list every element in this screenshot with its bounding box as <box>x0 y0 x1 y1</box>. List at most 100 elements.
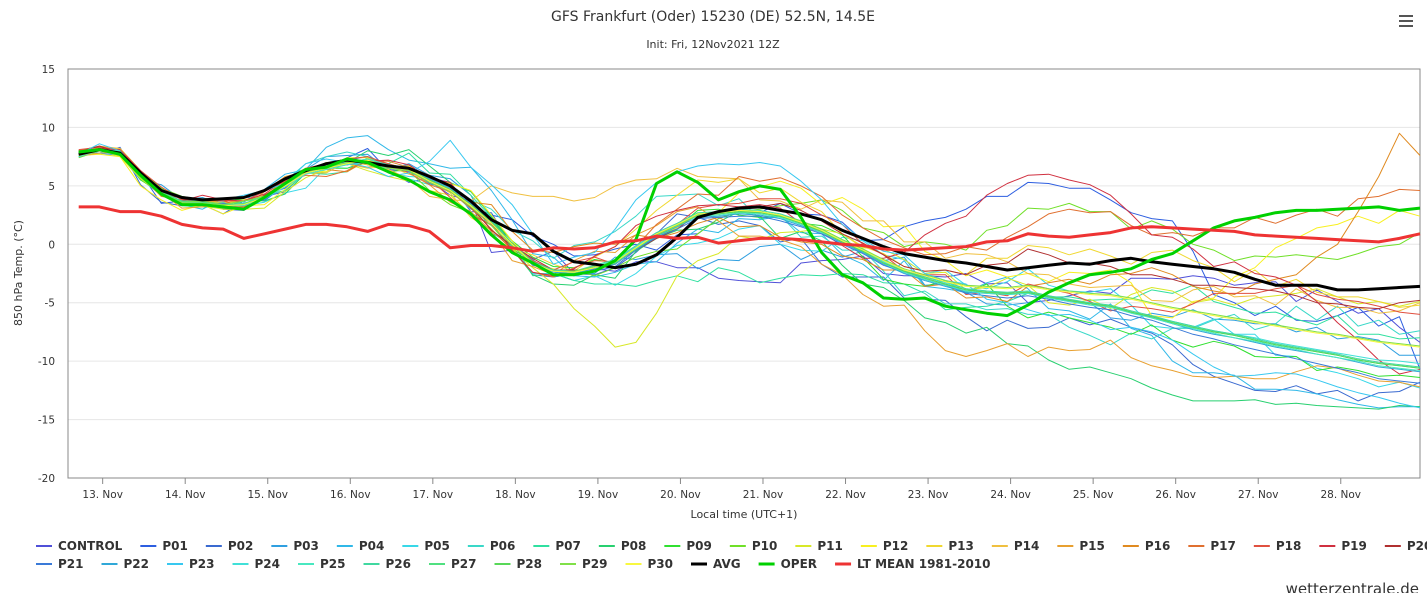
x-axis: 13. Nov 14. Nov 15. Nov 16. Nov 17. Nov 18. N… <box>82 478 1361 501</box>
legend-item[interactable]: LT MEAN 1981-2010 <box>835 557 991 571</box>
x-tick-label: 22. Nov <box>825 489 866 501</box>
y-tick-label: 0 <box>48 239 55 251</box>
chart-title: GFS Frankfurt (Oder) 15230 (DE) 52.5N, 1… <box>551 9 875 25</box>
x-tick-label: 21. Nov <box>743 489 784 501</box>
legend-item[interactable]: P20 <box>1384 539 1427 553</box>
legend-label: P26 <box>386 557 412 571</box>
legend-item[interactable]: P27 <box>429 557 477 571</box>
legend-label: P05 <box>424 539 450 553</box>
legend-label: P21 <box>58 557 84 571</box>
chart-subtitle: Init: Fri, 12Nov2021 12Z <box>646 38 780 51</box>
legend-item[interactable]: P08 <box>598 539 647 553</box>
legend-label: P15 <box>1079 539 1105 553</box>
legend-label: P07 <box>555 539 581 553</box>
legend-item[interactable]: P24 <box>232 557 281 571</box>
credit: wetterzentrale.de <box>1286 580 1419 593</box>
legend: CONTROL P01 P02 P03 P04 P05 P06 P07 P08 P09 P10 P11… <box>36 539 1427 571</box>
legend-label: P30 <box>648 557 674 571</box>
legend-label: AVG <box>713 557 741 571</box>
legend-item[interactable]: P11 <box>795 539 843 553</box>
legend-item[interactable]: P01 <box>140 539 188 553</box>
legend-item[interactable]: P21 <box>36 557 84 571</box>
legend-item[interactable]: P28 <box>494 557 543 571</box>
legend-item[interactable]: P17 <box>1188 539 1236 553</box>
x-tick-label: 14. Nov <box>165 489 206 501</box>
legend-label: P22 <box>124 557 150 571</box>
legend-label: P02 <box>228 539 254 553</box>
series-line-lt-mean-1981-2010 <box>78 205 1421 253</box>
grid <box>68 68 1420 479</box>
series-line-p17 <box>78 145 1421 278</box>
legend-item[interactable]: P23 <box>167 557 215 571</box>
legend-item[interactable]: AVG <box>691 557 741 571</box>
legend-item[interactable]: P18 <box>1253 539 1302 553</box>
legend-label: P03 <box>293 539 319 553</box>
legend-item[interactable]: P04 <box>336 539 385 553</box>
legend-label: P08 <box>621 539 647 553</box>
legend-item[interactable]: P09 <box>664 539 712 553</box>
legend-item[interactable]: P15 <box>1057 539 1105 553</box>
legend-label: P24 <box>255 557 281 571</box>
y-tick-label: -5 <box>45 298 55 310</box>
legend-item[interactable]: P16 <box>1122 539 1171 553</box>
legend-item[interactable]: P26 <box>363 557 412 571</box>
x-tick-label: 20. Nov <box>660 489 701 501</box>
legend-item[interactable]: P30 <box>625 557 674 571</box>
x-tick-label: 23. Nov <box>908 489 949 501</box>
legend-label: P27 <box>451 557 477 571</box>
series-line-p30 <box>78 150 1421 348</box>
y-tick-label: -10 <box>38 356 55 368</box>
legend-item[interactable]: P14 <box>991 539 1040 553</box>
legend-item[interactable]: P06 <box>467 539 516 553</box>
legend-label: P19 <box>1341 539 1367 553</box>
series-lines <box>78 132 1421 410</box>
legend-item[interactable]: P22 <box>101 557 150 571</box>
menu-icon[interactable] <box>1397 12 1415 30</box>
legend-label: P01 <box>162 539 188 553</box>
legend-item[interactable]: P07 <box>533 539 581 553</box>
legend-item[interactable]: P03 <box>271 539 319 553</box>
legend-item[interactable]: P13 <box>926 539 974 553</box>
legend-label: P11 <box>817 539 843 553</box>
legend-label: P16 <box>1145 539 1171 553</box>
legend-item[interactable]: CONTROL <box>36 539 123 553</box>
series-line-avg <box>78 148 1421 292</box>
series-line-oper <box>78 148 1421 318</box>
x-tick-label: 18. Nov <box>495 489 536 501</box>
legend-label: P09 <box>686 539 712 553</box>
y-tick-label: -20 <box>38 473 55 485</box>
series-line-p05 <box>78 148 1421 389</box>
series-line-control <box>78 150 1421 343</box>
legend-label: P25 <box>320 557 346 571</box>
x-tick-label: 13. Nov <box>82 489 123 501</box>
x-tick-label: 19. Nov <box>578 489 619 501</box>
x-tick-label: 27. Nov <box>1238 489 1279 501</box>
legend-label: OPER <box>781 557 817 571</box>
x-axis-label: Local time (UTC+1) <box>691 508 798 521</box>
legend-label: P17 <box>1210 539 1236 553</box>
legend-item[interactable]: P12 <box>860 539 909 553</box>
legend-label: P29 <box>582 557 608 571</box>
legend-label: P23 <box>189 557 215 571</box>
legend-label: CONTROL <box>58 539 123 553</box>
legend-label: P20 <box>1407 539 1427 553</box>
y-axis: 15 10 5 0 -5 -10 -15 -20 <box>38 64 55 485</box>
legend-item[interactable]: P19 <box>1319 539 1367 553</box>
x-tick-label: 25. Nov <box>1073 489 1114 501</box>
x-tick-label: 24. Nov <box>990 489 1031 501</box>
legend-item[interactable]: P29 <box>560 557 608 571</box>
x-tick-label: 28. Nov <box>1320 489 1361 501</box>
y-axis-label: 850 hPa Temp. (°C) <box>12 220 25 326</box>
legend-label: P12 <box>883 539 909 553</box>
legend-item[interactable]: P25 <box>298 557 346 571</box>
y-tick-label: 5 <box>48 181 55 193</box>
y-tick-label: -15 <box>38 415 55 427</box>
series-line-p16 <box>78 132 1421 302</box>
legend-label: P06 <box>490 539 516 553</box>
legend-item[interactable]: P10 <box>729 539 778 553</box>
legend-item[interactable]: P05 <box>402 539 450 553</box>
legend-item[interactable]: P02 <box>205 539 254 553</box>
legend-item[interactable]: OPER <box>758 557 817 571</box>
legend-label: P04 <box>359 539 385 553</box>
